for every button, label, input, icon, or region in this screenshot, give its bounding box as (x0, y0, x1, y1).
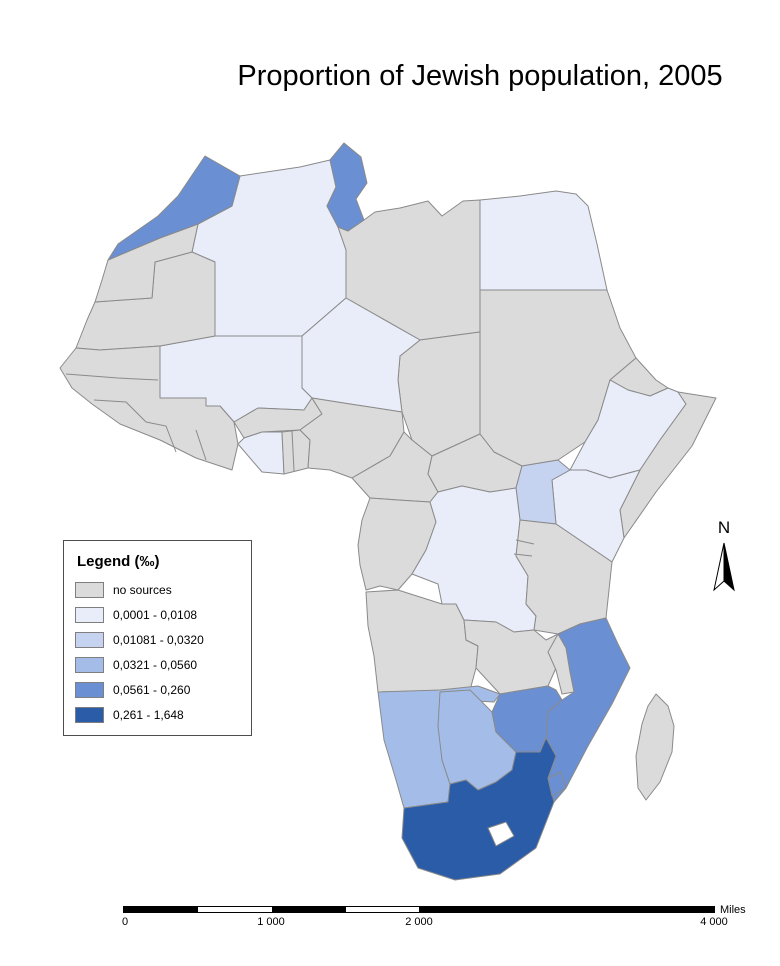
legend-label: 0,0321 - 0,0560 (113, 658, 198, 672)
page-title: Proportion of Jewish population, 2005 (237, 60, 723, 92)
country-tunisia (326, 142, 368, 232)
country-egypt (479, 190, 608, 291)
country-somalia (619, 391, 717, 539)
legend-swatch-class2 (75, 632, 104, 648)
legend-swatch-class3 (75, 657, 104, 673)
legend-label: 0,0001 - 0,0108 (113, 608, 198, 622)
country-togo-benin (281, 429, 311, 475)
legend: Legend (‰) no sources 0,0001 - 0,0108 0,… (63, 540, 252, 736)
legend-item: 0,01081 - 0,0320 (75, 632, 245, 648)
legend-title: Legend (‰) (77, 553, 160, 570)
scale-tick-2000: 2 000 (405, 916, 433, 928)
minor-country-borders (65, 373, 535, 557)
legend-item: 0,0001 - 0,0108 (75, 607, 245, 623)
scale-tick-0: 0 (121, 916, 129, 928)
country-nigeria (299, 397, 405, 479)
scale-segment (124, 907, 198, 912)
country-south-africa (401, 737, 557, 881)
north-arrow: N (702, 518, 746, 599)
scale-unit-label: Miles (720, 904, 746, 916)
legend-item: 0,261 - 1,648 (75, 707, 245, 723)
country-tanzania (515, 519, 613, 635)
north-arrow-icon (713, 542, 735, 592)
north-label: N (717, 518, 731, 537)
legend-swatch-class5 (75, 707, 104, 723)
country-chad (397, 331, 481, 457)
legend-item: 0,0561 - 0,260 (75, 682, 245, 698)
legend-swatch-class1 (75, 607, 104, 623)
country-ghana (237, 431, 285, 475)
scale-bar-graphic (123, 906, 715, 913)
legend-label: 0,261 - 1,648 (113, 708, 184, 722)
scale-segment (419, 907, 714, 912)
legend-label: no sources (113, 583, 172, 597)
scale-segment (346, 907, 419, 912)
legend-swatch-class4 (75, 682, 104, 698)
country-swaziland (547, 771, 567, 797)
scale-segment (272, 907, 346, 912)
scale-bar: 0 1 000 2 000 4 000 Miles (121, 899, 773, 933)
scale-segment (198, 907, 272, 912)
scale-tick-1000: 1 000 (257, 916, 285, 928)
country-malawi (547, 633, 575, 695)
country-libya (337, 199, 481, 341)
legend-item: no sources (75, 582, 245, 598)
legend-label: 0,0561 - 0,260 (113, 683, 191, 697)
legend-label: 0,01081 - 0,0320 (113, 633, 204, 647)
country-lesotho (487, 821, 515, 847)
legend-swatch-no-sources (75, 582, 104, 598)
scale-tick-4000: 4 000 (700, 916, 728, 928)
legend-item: 0,0321 - 0,0560 (75, 657, 245, 673)
country-morocco (107, 155, 241, 261)
country-madagascar (635, 693, 675, 801)
